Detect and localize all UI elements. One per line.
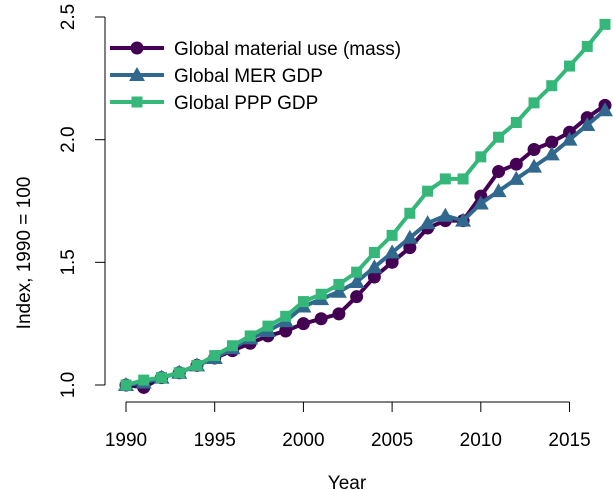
- data-point: [366, 259, 383, 274]
- data-point: [599, 18, 611, 30]
- data-point: [262, 320, 274, 332]
- x-tick-label: 1995: [194, 430, 236, 451]
- data-point: [120, 379, 132, 391]
- data-point: [546, 80, 558, 92]
- data-point: [492, 165, 506, 179]
- data-point: [419, 215, 436, 230]
- data-point: [191, 359, 203, 371]
- data-point: [437, 207, 454, 222]
- data-point: [509, 157, 523, 171]
- data-point: [155, 372, 167, 384]
- x-axis-title: Year: [328, 473, 367, 490]
- data-point: [403, 241, 417, 255]
- y-tick-label: 1.5: [58, 249, 79, 275]
- data-point: [350, 290, 364, 304]
- data-point: [209, 350, 221, 362]
- data-point: [315, 288, 327, 300]
- data-point: [404, 207, 416, 219]
- legend-marker: [130, 41, 144, 55]
- data-point: [280, 310, 292, 322]
- data-point: [455, 212, 472, 227]
- data-point: [367, 270, 381, 284]
- x-tick-label: 2000: [282, 430, 324, 451]
- x-tick-label: 1990: [105, 430, 147, 451]
- legend-label: Global MER GDP: [174, 66, 323, 87]
- data-point: [422, 185, 434, 197]
- data-point: [279, 324, 293, 338]
- data-point: [579, 116, 596, 131]
- data-point: [226, 340, 238, 352]
- series-layer: [118, 18, 613, 394]
- data-point: [508, 170, 525, 185]
- data-point: [528, 97, 540, 109]
- data-point: [543, 146, 560, 161]
- data-point: [510, 116, 522, 128]
- data-point: [296, 317, 310, 331]
- legend: Global material use (mass) Global MER GDP…: [110, 39, 401, 114]
- data-point: [384, 244, 401, 259]
- data-point: [351, 266, 363, 278]
- data-point: [368, 247, 380, 259]
- data-point: [581, 40, 593, 52]
- data-point: [545, 135, 559, 149]
- data-point: [386, 229, 398, 241]
- legend-item: Global PPP GDP: [110, 93, 318, 114]
- series-square: [120, 18, 611, 391]
- data-point: [561, 131, 578, 146]
- data-point: [493, 131, 505, 143]
- data-point: [475, 151, 487, 163]
- y-tick-label: 2.5: [58, 4, 79, 30]
- legend-marker: [129, 67, 145, 81]
- legend-label: Global PPP GDP: [174, 93, 318, 114]
- data-point: [332, 307, 346, 321]
- legend-label: Global material use (mass): [174, 39, 401, 60]
- x-tick-label: 2010: [460, 430, 502, 451]
- y-tick-label: 1.0: [58, 372, 79, 398]
- data-point: [490, 183, 507, 198]
- data-point: [527, 142, 541, 156]
- data-point: [385, 255, 399, 269]
- data-point: [297, 296, 309, 308]
- legend-item: Global material use (mass): [110, 39, 401, 60]
- legend-marker: [131, 96, 143, 108]
- data-point: [173, 367, 185, 379]
- data-point: [348, 273, 365, 288]
- data-point: [401, 229, 418, 244]
- y-tick-label: 2.0: [58, 126, 79, 152]
- series-line: [125, 23, 607, 387]
- data-point: [330, 283, 347, 298]
- data-point: [597, 102, 613, 117]
- data-point: [457, 173, 469, 185]
- data-point: [526, 158, 543, 173]
- legend-item: Global MER GDP: [110, 66, 323, 87]
- data-point: [472, 195, 489, 210]
- data-point: [439, 173, 451, 185]
- data-point: [138, 374, 150, 386]
- series-circle: [119, 98, 612, 394]
- axes: 1990 1995 2000 2005 2010 2015 1.0 1.5 2.0 2.5: [58, 4, 591, 451]
- data-point: [314, 312, 328, 326]
- data-point: [244, 330, 256, 342]
- data-point: [333, 278, 345, 290]
- x-tick-label: 2015: [548, 430, 590, 451]
- x-tick-label: 2005: [371, 430, 413, 451]
- y-axis-title: Index, 1990 = 100: [14, 177, 35, 330]
- data-point: [564, 60, 576, 72]
